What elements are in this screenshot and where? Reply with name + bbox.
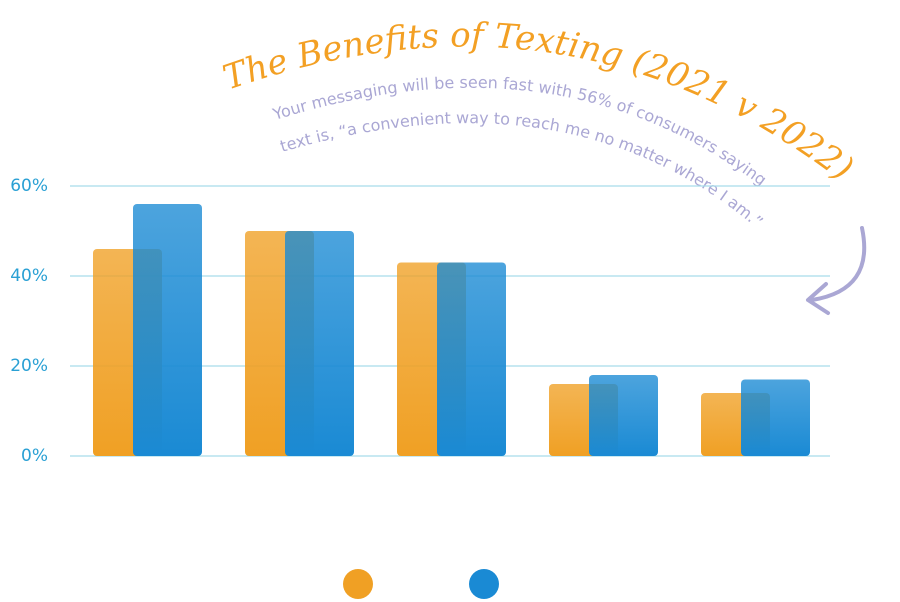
bar (133, 204, 202, 456)
legend-swatch (343, 569, 373, 599)
arrow (810, 226, 867, 302)
bar (285, 231, 354, 456)
bar (437, 262, 506, 456)
y-tick-label: 40% (10, 266, 48, 286)
y-tick-label: 0% (21, 446, 48, 466)
arrow-head (806, 282, 830, 315)
legend-swatch (469, 569, 499, 599)
y-tick-label: 60% (10, 176, 48, 196)
bar (589, 375, 658, 456)
y-tick-label: 20% (10, 356, 48, 376)
bar (741, 379, 810, 456)
